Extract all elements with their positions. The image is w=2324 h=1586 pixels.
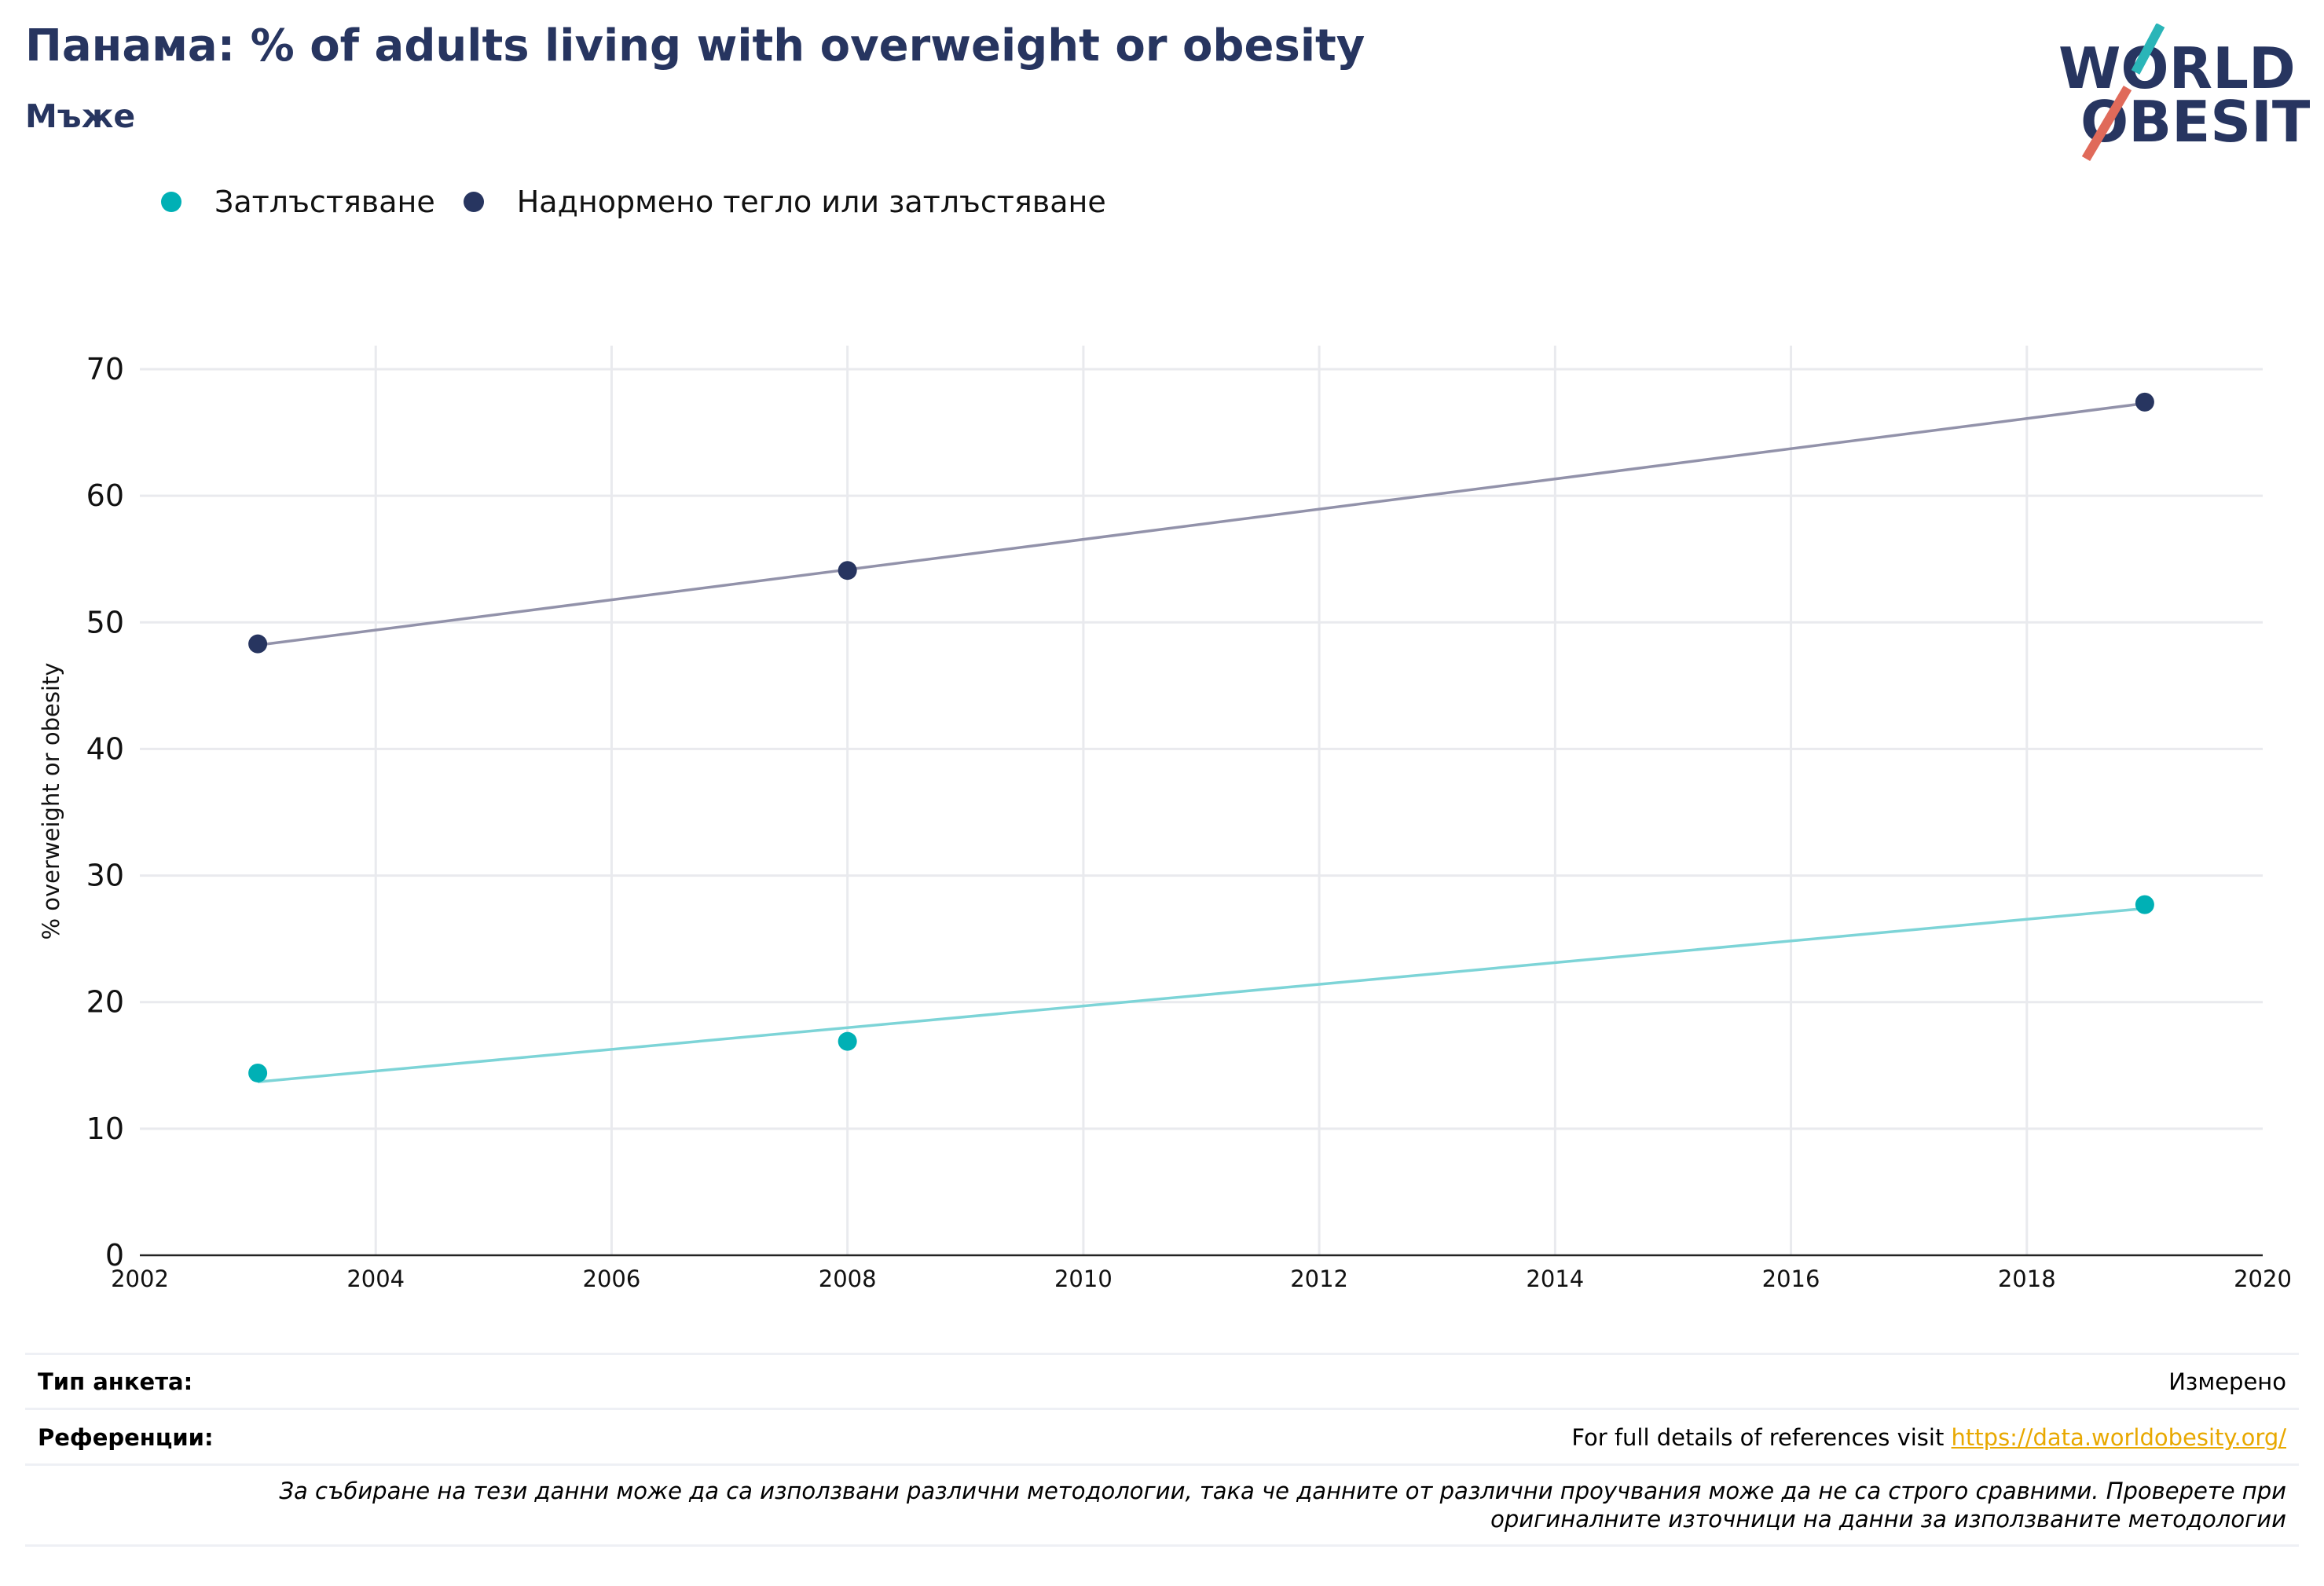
y-tick-label: 10	[86, 1112, 124, 1146]
y-tick-label: 50	[86, 605, 124, 639]
y-tick-label: 70	[86, 352, 124, 386]
survey-type-label: Тип анкета:	[38, 1368, 193, 1395]
survey-type-value: Измерено	[2168, 1368, 2286, 1395]
x-tick-label: 2014	[1526, 1266, 1584, 1292]
y-tick-label: 0	[105, 1238, 124, 1273]
logo-line1: WORLD	[2058, 35, 2296, 101]
data-point-series-1	[2135, 392, 2154, 412]
x-tick-label: 2010	[1054, 1266, 1113, 1292]
methodology-note: За събиране на тези данни може да са изп…	[279, 1478, 2286, 1533]
chart-points	[248, 392, 2154, 1082]
legend-item-obesity: Затлъстяване	[161, 185, 435, 219]
chart-grid	[140, 346, 2263, 1255]
legend-label-obesity: Затлъстяване	[214, 185, 435, 219]
legend-marker-obesity	[161, 192, 181, 212]
chart-trend-lines	[257, 401, 2146, 1083]
legend-label-overweight: Наднормено тегло или затлъстяване	[516, 185, 1106, 219]
footer-divider	[25, 1353, 2299, 1355]
references-text: For full details of references visit	[1571, 1424, 1952, 1451]
x-tick-label: 2018	[1998, 1266, 2056, 1292]
page-title: Панама: % of adults living with overweig…	[25, 20, 1365, 71]
page-subtitle: Мъже	[25, 97, 136, 135]
data-point-series-0	[2135, 895, 2154, 914]
references-value: For full details of references visit htt…	[1571, 1424, 2286, 1451]
x-tick-label: 2008	[819, 1266, 877, 1292]
legend-item-overweight: Наднормено тегло или затлъстяване	[463, 185, 1106, 219]
x-tick-label: 2004	[346, 1266, 405, 1292]
logo-red-slash	[2081, 85, 2132, 162]
x-tick-label: 2002	[111, 1266, 169, 1292]
footer-divider	[25, 1408, 2299, 1410]
chart-legend: Затлъстяване Наднормено тегло или затлъс…	[161, 182, 1135, 222]
x-tick-label: 2006	[583, 1266, 641, 1292]
footer-divider	[25, 1463, 2299, 1466]
y-tick-label: 20	[86, 985, 124, 1020]
x-tick-label: 2020	[2234, 1266, 2292, 1292]
chart-plot: 0 10 20 30 40 50 60 70 2002 2004 2006 2008 2010 2012 2…	[38, 346, 2292, 1292]
x-tick-label: 2012	[1290, 1266, 1348, 1292]
x-tick-label: 2016	[1762, 1266, 1820, 1292]
y-tick-label: 30	[86, 859, 124, 893]
chart-axes: 0 10 20 30 40 50 60 70 2002 2004 2006 2008 2010 2012 2…	[86, 352, 2292, 1292]
logo-teal-slash	[2131, 24, 2165, 75]
data-point-series-1	[838, 561, 857, 581]
trend-line-series-0	[257, 907, 2146, 1083]
footer-survey-row: Тип анкета: Измерено	[25, 1368, 2299, 1400]
footer-divider	[25, 1544, 2299, 1547]
footer-references-row: Референции: For full details of referenc…	[25, 1424, 2299, 1456]
y-tick-label: 60	[86, 478, 124, 513]
world-obesity-logo: WORLD OBESITY	[2058, 24, 2310, 162]
references-link[interactable]: https://data.worldobesity.org/	[1951, 1424, 2286, 1451]
y-axis-label: % overweight or obesity	[38, 662, 64, 940]
y-tick-label: 40	[86, 731, 124, 766]
data-point-series-0	[838, 1031, 857, 1051]
trend-line-series-1	[257, 401, 2146, 647]
data-point-series-0	[248, 1063, 268, 1082]
references-label: Референции:	[38, 1424, 214, 1451]
legend-marker-overweight	[463, 192, 484, 212]
data-point-series-1	[248, 634, 268, 654]
